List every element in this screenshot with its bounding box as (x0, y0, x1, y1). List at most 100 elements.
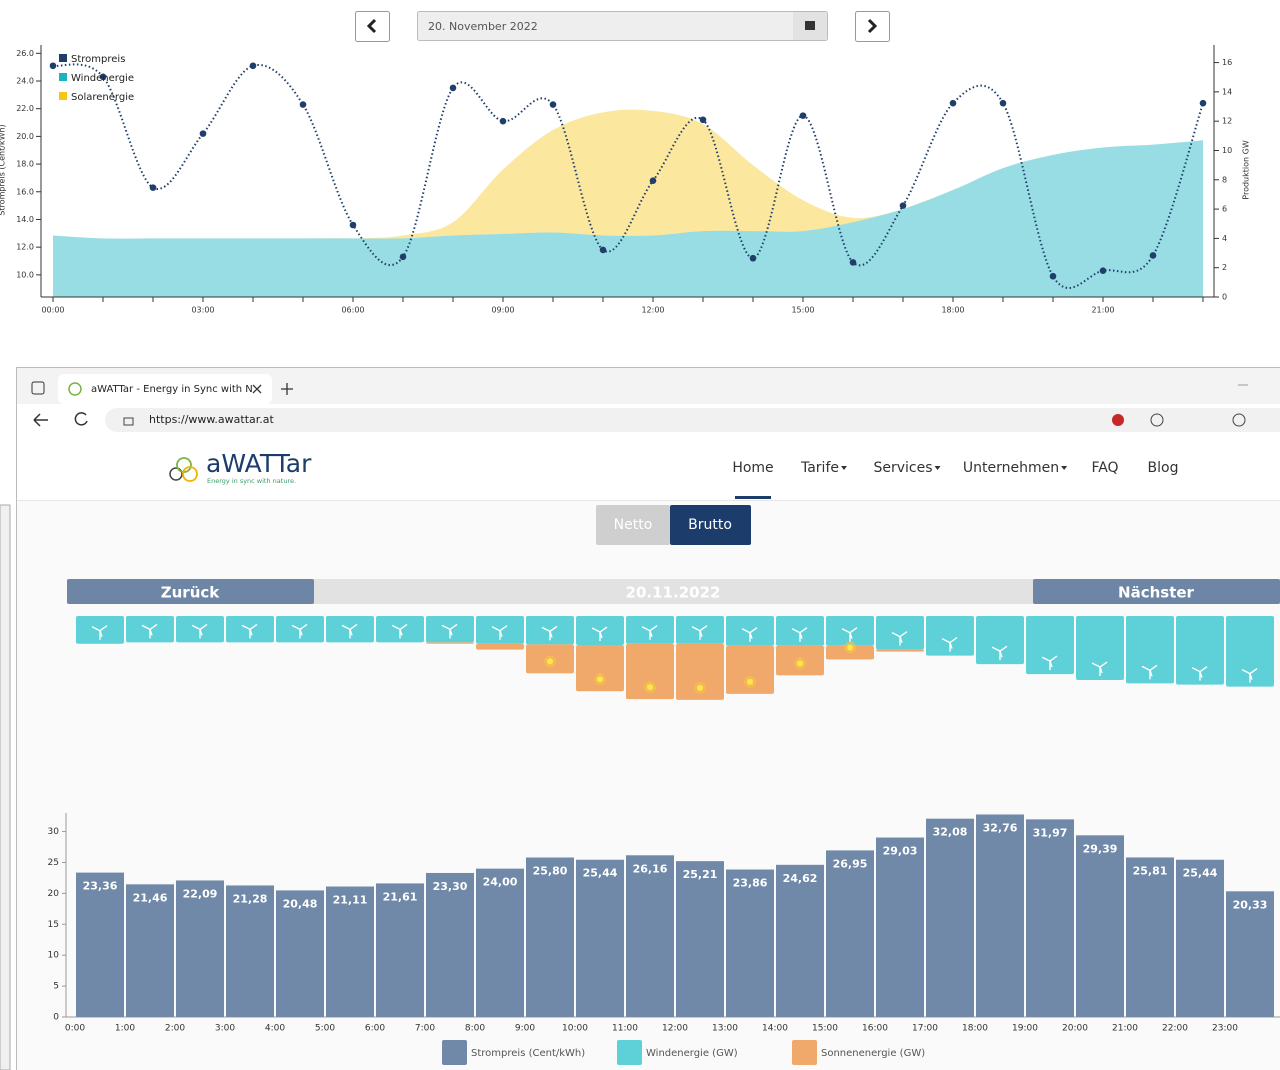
sun-icon (847, 644, 853, 651)
price-point (699, 116, 707, 124)
turbine-icon (441, 623, 458, 639)
price-point (849, 259, 857, 266)
y-tick-label: 26.0 (16, 49, 34, 58)
price-point (299, 101, 307, 108)
nav-link[interactable]: Home (732, 460, 773, 476)
turbine-icon (1191, 666, 1208, 681)
wind-tile (1226, 616, 1274, 687)
turbine-icon (1241, 668, 1258, 683)
x-tick-label: 5:00 (315, 1024, 335, 1034)
x-tick-label: 06:00 (341, 306, 364, 315)
price-point (449, 84, 457, 92)
logo-text[interactable]: aWATTar (206, 449, 312, 478)
favicon (68, 382, 82, 396)
tab[interactable] (58, 374, 272, 404)
nav-link[interactable]: Blog (1148, 460, 1179, 476)
back-button[interactable] (33, 413, 48, 427)
price-label: 29,03 (883, 845, 918, 858)
tab-close[interactable] (252, 384, 262, 394)
x-tick-label: 19:00 (1012, 1024, 1038, 1034)
extension-icon[interactable] (1112, 414, 1124, 426)
price-label: 21,28 (233, 892, 268, 905)
price-point (49, 62, 57, 70)
y2-tick-label: 12 (1222, 117, 1232, 126)
date-input[interactable] (417, 11, 828, 41)
price-label: 25,44 (583, 867, 618, 880)
wind-area (53, 140, 1203, 297)
legend-swatch[interactable] (442, 1040, 467, 1065)
price-label: 20,48 (283, 897, 318, 910)
solar-tile (626, 643, 674, 700)
y-tick-label: 22.0 (16, 104, 34, 113)
active-indicator (735, 496, 771, 499)
netto-button[interactable] (596, 505, 670, 545)
x-tick-label: 03:00 (191, 306, 214, 315)
y-tick-label: 25 (48, 858, 59, 868)
calendar-icon (805, 21, 815, 30)
wind-tile (1176, 616, 1224, 685)
legend-label[interactable]: Sonnenenergie (GW) (821, 1048, 925, 1059)
nav-link[interactable]: Services (873, 460, 932, 476)
legend-swatch[interactable] (617, 1040, 642, 1065)
legend-label[interactable]: Strompreis (Cent/kWh) (471, 1048, 585, 1059)
price-label: 24,00 (483, 876, 518, 889)
y-tick-label: 20 (48, 889, 60, 899)
y-tick-label: 15 (48, 920, 59, 930)
turbine-icon (1091, 661, 1108, 677)
price-point (249, 62, 257, 70)
new-tab[interactable] (281, 383, 293, 395)
x-tick-label: 11:00 (612, 1024, 638, 1034)
nav-link[interactable]: FAQ (1091, 460, 1118, 476)
price-label: 32,76 (983, 821, 1018, 834)
price-bar (976, 814, 1024, 1017)
bottom-chart: 0 5 10 15 20 25 30 23,36 0:00 21,46 1:00 22,09 2:00 2… (48, 616, 1280, 1065)
prev-day-button[interactable] (355, 11, 390, 42)
y-tick-label: 16.0 (16, 187, 34, 196)
price-bar (126, 884, 174, 1017)
wind-tile (526, 616, 574, 645)
tab-actions-icon[interactable] (31, 381, 45, 395)
reload-button[interactable] (74, 412, 88, 426)
turbine-icon (791, 627, 808, 642)
collections-icon[interactable] (1232, 413, 1246, 427)
next-button[interactable] (1033, 579, 1280, 604)
price-bar (876, 837, 924, 1017)
dropdown-caret (1061, 466, 1068, 470)
price-point (949, 99, 957, 107)
x-tick-label: 20:00 (1062, 1024, 1088, 1034)
x-tick-label: 18:00 (962, 1024, 988, 1034)
y-tick-label: 10.0 (16, 270, 34, 279)
logo-mark (169, 467, 183, 481)
legend-label: Solarenergie (71, 92, 134, 103)
legend-label[interactable]: Windenergie (GW) (646, 1048, 738, 1059)
prev-button[interactable] (67, 579, 314, 604)
price-label: 23,36 (83, 880, 118, 893)
nav-link[interactable]: Tarife (800, 460, 839, 476)
nav-link[interactable]: Unternehmen (963, 460, 1059, 476)
price-label: 24,62 (783, 872, 818, 885)
price-point (999, 99, 1007, 107)
price-bar (476, 868, 524, 1017)
tab-title: aWATTar - Energy in Sync with N (91, 384, 253, 395)
url-bar[interactable] (105, 408, 1280, 432)
x-tick-label: 4:00 (265, 1024, 285, 1034)
chevron-right (867, 18, 878, 34)
y2-tick-label: 10 (1222, 146, 1232, 155)
extension-icon[interactable] (1150, 413, 1164, 427)
x-tick-label: 15:00 (812, 1024, 838, 1034)
brutto-button[interactable] (670, 505, 751, 545)
price-label: 21,61 (383, 890, 418, 903)
price-label: 21,46 (133, 891, 168, 904)
dropdown-caret (934, 466, 941, 470)
price-point (1049, 272, 1057, 280)
legend-label: Strompreis (71, 54, 125, 65)
price-point (149, 184, 157, 191)
sun-icon (547, 658, 553, 665)
y-tick-label: 24.0 (16, 77, 34, 86)
solar-tile (426, 642, 474, 644)
price-point (749, 254, 757, 262)
legend-swatch[interactable] (792, 1040, 817, 1065)
wind-tile (876, 616, 924, 650)
y2-axis-label: Produktion GW (1242, 140, 1251, 200)
price-point (199, 130, 207, 137)
